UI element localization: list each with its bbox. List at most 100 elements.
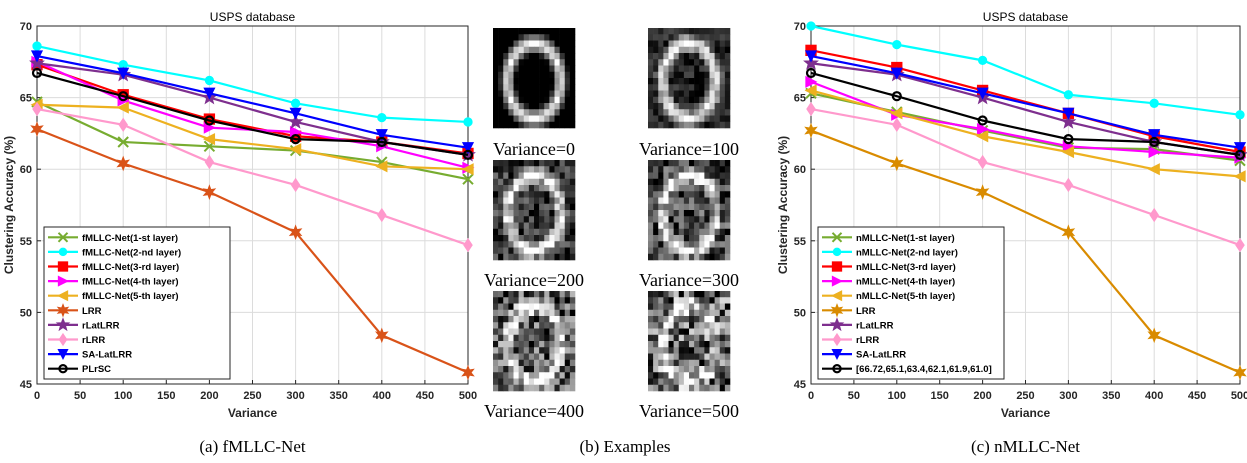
pixel — [704, 71, 710, 79]
pixel — [714, 378, 721, 386]
pixel — [648, 84, 654, 91]
marker — [977, 154, 988, 170]
pixel — [564, 291, 571, 298]
pixel — [714, 59, 721, 66]
pixel — [534, 228, 540, 236]
pixel — [564, 71, 571, 79]
pixel — [673, 203, 680, 211]
pixel — [699, 84, 705, 91]
pixel — [523, 115, 530, 123]
pixel — [564, 40, 571, 48]
pixel — [503, 96, 509, 104]
pixel — [554, 347, 560, 354]
example-image — [648, 28, 731, 129]
pixel — [704, 84, 710, 91]
pixel — [648, 322, 654, 329]
pixel — [539, 34, 545, 41]
pixel — [559, 241, 566, 248]
pixel — [534, 28, 540, 35]
marker — [1149, 98, 1159, 108]
pixel — [498, 247, 504, 255]
pixel — [534, 297, 540, 304]
pixel — [554, 303, 560, 311]
pixel — [699, 109, 705, 116]
pixel — [678, 172, 685, 180]
pixel — [668, 241, 674, 248]
pixel — [658, 309, 664, 317]
pixel — [694, 334, 700, 342]
pixel — [704, 303, 710, 311]
pixel — [534, 235, 540, 242]
pixel — [658, 197, 664, 205]
pixel — [699, 309, 705, 317]
pixel — [539, 316, 545, 323]
pixel — [678, 46, 685, 54]
pixel — [678, 84, 685, 91]
pixel — [658, 203, 664, 211]
pixel — [689, 90, 695, 98]
pixel — [724, 334, 731, 342]
pixel — [709, 359, 715, 367]
pixel — [689, 109, 695, 116]
pixel — [528, 347, 535, 354]
pixel — [704, 115, 710, 123]
pixel — [704, 247, 710, 255]
pixel — [523, 359, 530, 367]
marker — [976, 87, 989, 100]
pixel — [503, 347, 509, 354]
pixel — [498, 172, 504, 180]
pixel — [673, 366, 680, 373]
pixel — [569, 96, 576, 104]
marker — [30, 121, 44, 137]
pixel — [493, 28, 499, 35]
pixel — [554, 34, 560, 41]
pixel — [714, 347, 721, 354]
pixel — [539, 210, 545, 217]
pixel — [493, 303, 499, 311]
pixel — [508, 185, 514, 192]
x-axis-label: Variance — [1001, 406, 1051, 420]
pixel — [549, 366, 555, 373]
pixel — [569, 378, 576, 386]
pixel — [678, 96, 685, 104]
pixel — [724, 185, 731, 192]
marker — [1148, 129, 1161, 142]
legend-label: fMLLC-Net(4-th layer) — [82, 277, 179, 288]
pixel — [658, 59, 664, 66]
pixel — [714, 291, 721, 298]
pixel — [709, 40, 715, 48]
pixel — [724, 366, 731, 373]
pixel — [668, 235, 674, 242]
pixel — [508, 121, 514, 129]
pixel — [678, 203, 685, 211]
pixel — [683, 109, 690, 116]
pixel — [549, 90, 555, 98]
pixel — [554, 160, 560, 167]
marker — [56, 303, 70, 318]
pixel — [534, 59, 540, 66]
pixel — [564, 341, 571, 348]
pixel — [709, 303, 715, 311]
pixel — [653, 96, 659, 104]
pixel — [554, 222, 560, 230]
pixel — [564, 347, 571, 354]
pixel — [724, 372, 731, 379]
pixel — [493, 366, 499, 373]
pixel — [549, 210, 555, 217]
pixel — [724, 115, 731, 123]
pixel — [534, 203, 540, 211]
pixel — [518, 71, 525, 79]
pixel — [648, 378, 654, 386]
line — [810, 89, 1241, 178]
pixel — [673, 341, 680, 348]
pixel — [508, 203, 514, 211]
pixel — [523, 59, 530, 66]
pixel — [513, 90, 519, 98]
pixel — [658, 372, 664, 379]
pixel — [559, 366, 566, 373]
pixel — [518, 235, 525, 242]
pixel — [663, 384, 669, 392]
pixel — [498, 303, 504, 311]
pixel — [709, 178, 715, 186]
pixel — [699, 241, 705, 248]
